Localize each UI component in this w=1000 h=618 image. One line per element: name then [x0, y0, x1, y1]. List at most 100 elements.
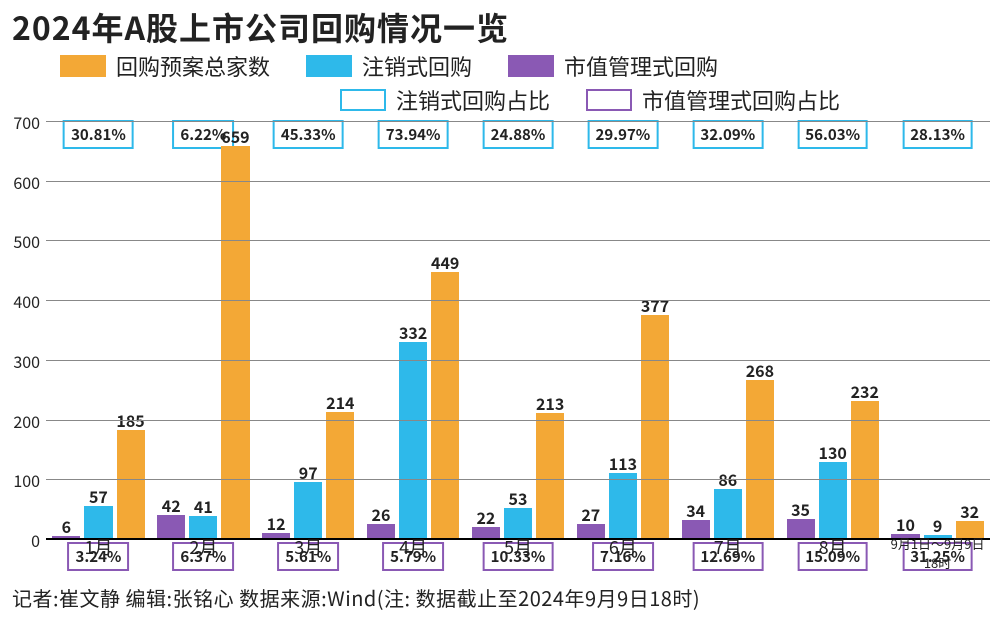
bar-groups: 30.81%6571853.24%6.22%42416596.37%45.33%…	[46, 122, 990, 540]
bar-orange: 214	[326, 412, 354, 540]
bar-value-label: 35	[791, 501, 810, 517]
y-tick-label: 300	[13, 349, 40, 373]
bar-value-label: 97	[299, 464, 318, 480]
x-tick-label: 9月1日～9月9日18时	[885, 534, 990, 572]
legend: 回购预案总家数 注销式回购 市值管理式回购注销式回购占比 市值管理式回购占比	[60, 50, 990, 118]
y-tick-label: 600	[13, 170, 40, 194]
legend-swatch	[306, 55, 352, 77]
bars-row: 1297214	[262, 122, 354, 540]
bar-blue: 86	[714, 489, 742, 540]
footnote: 记者:崔文静 编辑:张铭心 数据来源:Wind(注: 数据截止至2024年9月9…	[12, 583, 988, 612]
bars-row: 35130232	[787, 122, 879, 540]
y-tick-label: 100	[13, 468, 40, 492]
bar-value-label: 22	[476, 509, 495, 525]
x-tick-label: 1月	[46, 534, 151, 572]
y-tick-label: 700	[13, 110, 40, 134]
bar-group: 24.88%225321310.33%	[466, 122, 571, 540]
bar-group: 73.94%263324495.79%	[361, 122, 466, 540]
y-tick-label: 400	[13, 289, 40, 313]
legend-label: 回购预案总家数	[116, 50, 270, 82]
bars-row: 42 41 659	[157, 122, 249, 540]
y-tick-label: 0	[31, 528, 40, 552]
bar-group: 29.97%271133777.16%	[570, 122, 675, 540]
bar-value-label: 130	[819, 444, 847, 460]
legend-label: 注销式回购	[362, 50, 472, 82]
bar-orange: 268	[746, 380, 774, 540]
bar-value-label: 26	[372, 506, 391, 522]
y-tick-label: 200	[13, 409, 40, 433]
x-tick-label: 6月	[570, 534, 675, 572]
page-title: 2024年A股上市公司回购情况一览	[12, 4, 509, 50]
bar-group: 28.13%1093231.25%	[885, 122, 990, 540]
x-tick-label: 5月	[466, 534, 571, 572]
legend-item: 回购预案总家数	[60, 50, 270, 82]
gridline	[46, 300, 990, 301]
bar-orange: 185	[117, 430, 145, 540]
bar-group: 30.81%6571853.24%	[46, 122, 151, 540]
x-tick-label: 3月	[256, 534, 361, 572]
legend-label: 市值管理式回购	[564, 50, 718, 82]
y-tick-label: 500	[13, 229, 40, 253]
legend-item: 市值管理式回购	[508, 50, 718, 82]
bar-value-label: 214	[326, 394, 354, 410]
bar-value-label: 659	[221, 128, 249, 144]
x-tick-label: 7月	[675, 534, 780, 572]
bar-value-label: 41	[194, 498, 213, 514]
y-axis: 0100200300400500600700	[0, 122, 46, 540]
gridline	[46, 420, 990, 421]
bar-value-label: 6	[62, 518, 71, 534]
bar-value-label: 213	[536, 395, 564, 411]
bar-orange: 449	[431, 272, 459, 540]
bars-row: 3486268	[682, 122, 774, 540]
bar-blue: 332	[399, 342, 427, 540]
bar-value-label: 27	[581, 506, 600, 522]
gridline	[46, 479, 990, 480]
bar-value-label: 10	[896, 516, 915, 532]
bar-value-label: 32	[960, 503, 979, 519]
bar-value-label: 34	[686, 502, 705, 518]
bars-row: 22 53 213	[472, 122, 564, 540]
legend-item: 注销式回购	[306, 50, 472, 82]
bar-value-label: 9	[933, 517, 942, 533]
bars-row: 10 9 32	[891, 122, 983, 540]
chart-container: 2024年A股上市公司回购情况一览 回购预案总家数 注销式回购 市值管理式回购注销式…	[0, 0, 1000, 618]
bar-group: 6.22%42416596.37%	[151, 122, 256, 540]
plot-area: 0100200300400500600700 30.81%6571853.24%…	[46, 122, 990, 540]
legend-swatch	[508, 55, 554, 77]
bar-orange: 377	[641, 315, 669, 540]
bar-blue: 113	[609, 473, 637, 540]
bars-row: 6 57 185	[52, 122, 144, 540]
bar-value-label: 332	[399, 324, 427, 340]
bars-row: 27 113377	[577, 122, 669, 540]
bar-group: 56.03%3513023215.09%	[780, 122, 885, 540]
bar-orange: 232	[851, 401, 879, 540]
bar-value-label: 268	[746, 362, 774, 378]
bar-orange: 213	[536, 413, 564, 540]
bar-blue: 97	[294, 482, 322, 540]
legend-label: 注销式回购占比	[396, 84, 550, 116]
x-tick-label: 4月	[361, 534, 466, 572]
bar-group: 32.09%348626812.69%	[675, 122, 780, 540]
bar-value-label: 232	[851, 383, 879, 399]
bar-orange: 659	[221, 146, 249, 540]
x-tick-label: 8月	[780, 534, 885, 572]
bar-value-label: 449	[431, 254, 459, 270]
x-axis: 1月2月3月4月5月6月7月8月9月1日～9月9日18时	[46, 534, 990, 572]
bar-value-label: 113	[609, 455, 637, 471]
gridline	[46, 121, 990, 122]
gridline	[46, 240, 990, 241]
legend-swatch	[586, 89, 632, 111]
bar-value-label: 42	[162, 497, 181, 513]
x-tick-label: 2月	[151, 534, 256, 572]
bar-value-label: 53	[509, 490, 528, 506]
bar-blue: 130	[819, 462, 847, 540]
gridline	[46, 360, 990, 361]
legend-label: 市值管理式回购占比	[642, 84, 840, 116]
bars-row: 26332449	[367, 122, 459, 540]
bar-value-label: 57	[89, 488, 108, 504]
bar-group: 45.33%12972145.61%	[256, 122, 361, 540]
bar-value-label: 12	[267, 515, 286, 531]
legend-swatch	[60, 55, 106, 77]
legend-item: 注销式回购占比	[340, 84, 550, 116]
legend-swatch	[340, 89, 386, 111]
